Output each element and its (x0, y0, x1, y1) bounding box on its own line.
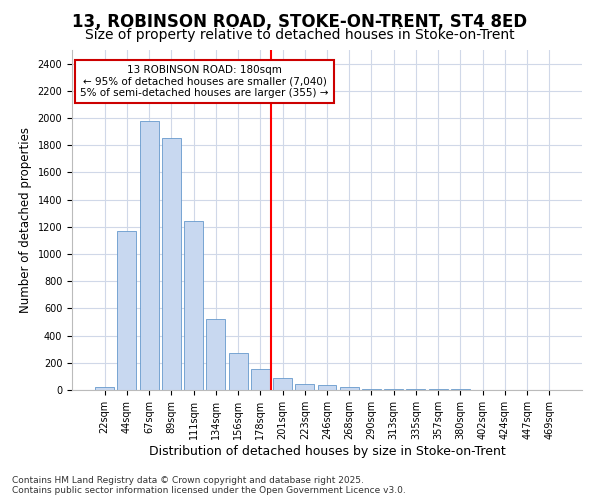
Bar (251, 369, 270, 390)
Bar (317, 384, 337, 390)
Bar (362, 388, 381, 390)
Bar (295, 384, 314, 390)
Y-axis label: Number of detached properties: Number of detached properties (19, 127, 32, 313)
Bar (184, 220, 203, 390)
Text: Contains HM Land Registry data © Crown copyright and database right 2025.
Contai: Contains HM Land Registry data © Crown c… (12, 476, 406, 495)
Bar (162, 138, 181, 390)
Text: 13 ROBINSON ROAD: 180sqm
← 95% of detached houses are smaller (7,040)
5% of semi: 13 ROBINSON ROAD: 180sqm ← 95% of detach… (80, 65, 329, 98)
Text: Size of property relative to detached houses in Stoke-on-Trent: Size of property relative to detached ho… (85, 28, 515, 42)
Bar (229, 352, 248, 390)
Text: 13, ROBINSON ROAD, STOKE-ON-TRENT, ST4 8ED: 13, ROBINSON ROAD, STOKE-ON-TRENT, ST4 8… (73, 12, 527, 30)
Bar (340, 388, 359, 390)
Bar (118, 231, 136, 390)
Bar (95, 386, 114, 390)
X-axis label: Distribution of detached houses by size in Stoke-on-Trent: Distribution of detached houses by size … (149, 444, 505, 458)
Bar (273, 378, 292, 390)
Bar (206, 320, 225, 390)
Bar (140, 120, 158, 390)
Bar (384, 389, 403, 390)
